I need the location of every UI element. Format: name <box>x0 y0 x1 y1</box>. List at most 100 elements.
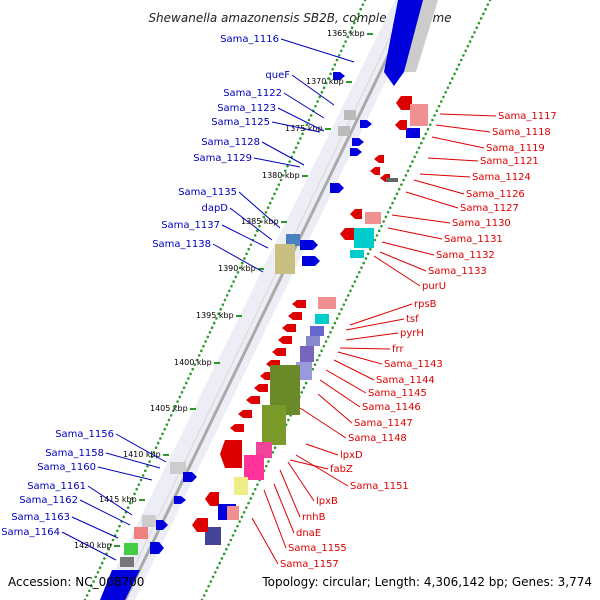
reverse-gene-label[interactable]: dnaE <box>296 528 321 539</box>
reverse-gene-label[interactable]: lpxD <box>340 450 363 461</box>
reverse-gene-label[interactable]: Sama_1155 <box>288 543 347 554</box>
rail-dot <box>344 298 348 302</box>
rail-dot <box>234 275 238 279</box>
forward-gene-label[interactable]: Sama_1128 <box>201 137 260 148</box>
rail-dot <box>353 280 357 283</box>
reverse-gene-label[interactable]: Sama_1146 <box>362 402 421 413</box>
forward-gene-label[interactable]: Sama_1122 <box>223 88 282 99</box>
rail-dot <box>337 54 341 57</box>
forward-gene-label[interactable]: Sama_1123 <box>217 103 276 114</box>
rail-dot <box>150 455 154 459</box>
reverse-gene-label[interactable]: Sama_1126 <box>466 189 525 200</box>
rail-dot <box>424 132 428 136</box>
reverse-gene-leader <box>349 303 413 326</box>
forward-gene-label[interactable]: Sama_1163 <box>11 512 70 523</box>
kbp-tick-label: 1405 kbp <box>150 404 188 413</box>
rail-dot <box>305 123 309 126</box>
rail-dot <box>286 164 289 168</box>
rail-dot <box>342 303 346 306</box>
reverse-gene-label[interactable]: Sama_1144 <box>376 375 435 386</box>
rail-dot <box>92 580 95 583</box>
reverse-gene-label[interactable]: Sama_1157 <box>280 559 339 570</box>
forward-gene-label[interactable]: Sama_1164 <box>1 527 60 538</box>
gene-box-sama-1132 <box>354 228 374 248</box>
rail-dot <box>366 252 370 256</box>
forward-gene-label[interactable]: dapD <box>201 203 228 214</box>
rail-dot <box>268 201 272 205</box>
reverse-gene-label[interactable]: Sama_1118 <box>492 127 551 138</box>
forward-gene-label[interactable]: Sama_1135 <box>178 187 237 198</box>
rail-dot <box>435 109 439 113</box>
backbone-edge <box>117 0 409 600</box>
reverse-gene-label[interactable]: Sama_1133 <box>428 266 487 277</box>
rail-dot <box>348 31 352 34</box>
forward-gene-leader <box>277 107 325 132</box>
gene-arrow-quef <box>333 72 345 80</box>
reverse-gene-label[interactable]: rnhB <box>302 512 326 523</box>
rail-dot <box>215 317 218 320</box>
rail-dot <box>202 594 206 597</box>
rail-dot <box>208 331 212 334</box>
forward-gene-label[interactable]: Sama_1158 <box>45 448 104 459</box>
forward-gene-label[interactable]: Sama_1160 <box>37 462 96 473</box>
gene-box-sama-1164 <box>120 557 134 567</box>
rail-dot <box>331 67 334 71</box>
rail-dot <box>377 229 381 233</box>
rail-dot <box>225 294 229 297</box>
reverse-gene-label[interactable]: Sama_1119 <box>486 143 545 154</box>
rail-dot <box>338 312 341 316</box>
forward-gene-label[interactable]: Sama_1137 <box>161 220 220 231</box>
reverse-gene-label[interactable]: pyrH <box>400 328 424 339</box>
reverse-gene-label[interactable]: purU <box>422 281 446 292</box>
gene-arrow-sama-1145b <box>288 312 302 320</box>
reverse-gene-label[interactable]: Sama_1145 <box>368 388 427 399</box>
reverse-gene-label[interactable]: Sama_1130 <box>452 218 511 229</box>
rail-dot <box>294 146 298 149</box>
forward-gene-label[interactable]: Sama_1161 <box>27 481 86 492</box>
reverse-gene-label[interactable]: frr <box>392 344 404 355</box>
rail-dot <box>304 381 308 385</box>
reverse-gene-label[interactable]: Sama_1131 <box>444 234 503 245</box>
reverse-gene-leader <box>391 214 451 224</box>
reverse-gene-label[interactable]: Sama_1132 <box>436 250 495 261</box>
rail-dot <box>109 543 113 546</box>
forward-gene-label[interactable]: queF <box>265 70 290 81</box>
reverse-gene-label[interactable]: Sama_1147 <box>354 418 413 429</box>
reverse-gene-label[interactable]: Sama_1124 <box>472 172 531 183</box>
reverse-gene-label[interactable]: Sama_1148 <box>348 433 407 444</box>
gene-box-frr <box>306 336 320 346</box>
gene-arrow-sama-1146a <box>282 324 296 332</box>
reverse-gene-leader <box>337 351 383 365</box>
kbp-tick-label: 1390 kbp <box>218 264 256 273</box>
forward-gene-label[interactable]: Sama_1156 <box>55 429 114 440</box>
reverse-gene-label[interactable]: Sama_1127 <box>460 203 519 214</box>
rail-dot <box>431 118 434 122</box>
reverse-gene-label[interactable]: lpxB <box>316 496 338 507</box>
reverse-gene-label[interactable]: fabZ <box>330 464 353 475</box>
gene-box-lpxb <box>244 455 264 480</box>
rail-dot <box>131 497 134 500</box>
reverse-gene-label[interactable]: rpsB <box>414 299 437 310</box>
reverse-gene-label[interactable]: Sama_1121 <box>480 156 539 167</box>
forward-gene-label[interactable]: Sama_1138 <box>152 239 211 250</box>
forward-gene-label[interactable]: Sama_1129 <box>193 153 252 164</box>
reverse-gene-label[interactable]: Sama_1143 <box>384 359 443 370</box>
tick-rails <box>83 0 492 600</box>
rail-dot <box>422 137 425 140</box>
forward-gene-label[interactable]: Sama_1162 <box>19 495 78 506</box>
gene-arrow-sama-1127 <box>350 209 362 219</box>
forward-gene-label[interactable]: Sama_1125 <box>211 117 270 128</box>
rail-dot <box>223 298 227 302</box>
rail-dot <box>442 95 445 99</box>
rail-dot <box>462 54 465 57</box>
reverse-gene-label[interactable]: Sama_1117 <box>498 111 557 122</box>
rail-dot <box>359 7 362 11</box>
forward-gene-label[interactable]: Sama_1116 <box>220 34 279 45</box>
gene-arrow-sama-1161b <box>156 520 168 530</box>
gene-arrow-sama-1135 <box>330 183 344 193</box>
forward-gene-leader <box>221 224 269 249</box>
reverse-gene-label[interactable]: Sama_1151 <box>350 481 409 492</box>
reverse-gene-label[interactable]: tsf <box>406 314 419 325</box>
reverse-gene-leader <box>325 369 367 394</box>
rail-dot <box>351 284 354 288</box>
